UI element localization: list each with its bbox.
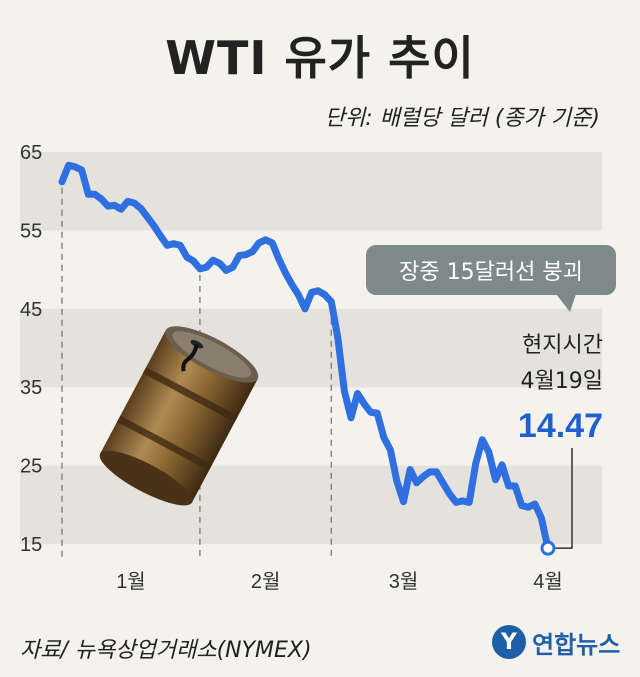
x-tick-label: 3월: [389, 570, 419, 593]
grid-band: [20, 152, 602, 231]
y-tick-label: 55: [20, 220, 42, 242]
grid-band: [20, 308, 602, 388]
line-chart: 15 25 35 45 55 65 1월 2월 3월 4월: [20, 142, 616, 593]
month-dividers: [61, 187, 332, 558]
page-title: WTI 유가 추이: [165, 31, 475, 85]
series-line: [58, 161, 552, 552]
brand-name: 연합뉴스: [532, 630, 621, 659]
brand-logo-icon: Y: [492, 625, 526, 659]
grid-bands: [20, 152, 602, 544]
x-tick-label: 1월: [116, 570, 146, 593]
y-tick-label: 15: [20, 534, 42, 556]
note-line-1: 현지시간: [522, 333, 603, 358]
leader-line: [555, 448, 573, 549]
end-point-marker: [540, 540, 556, 556]
oil-barrel-icon: [99, 326, 259, 506]
x-tick-label: 2월: [251, 570, 281, 593]
x-tick-label: 4월: [533, 570, 563, 593]
y-tick-label: 35: [20, 377, 42, 399]
unit-label: 단위: 배럴당 달러 (종가 기준): [324, 106, 600, 131]
note-line-2: 4월19일: [521, 369, 603, 394]
end-value-label: 14.47: [518, 407, 603, 445]
x-axis-months: 1월 2월 3월 4월: [116, 570, 563, 593]
source-note: 자료/ 뉴욕상업거래소(NYMEX): [20, 638, 312, 663]
y-tick-label: 25: [20, 456, 42, 478]
grid-band: [20, 465, 602, 544]
callout-bubble: 장중 15달러선 붕괴: [366, 245, 616, 312]
callout-text: 장중 15달러선 붕괴: [399, 260, 583, 285]
brand: Y 연합뉴스: [492, 622, 620, 662]
y-tick-label: 65: [20, 142, 42, 164]
y-axis-ticks: 15 25 35 45 55 65: [20, 142, 42, 556]
y-tick-label: 45: [20, 299, 42, 321]
